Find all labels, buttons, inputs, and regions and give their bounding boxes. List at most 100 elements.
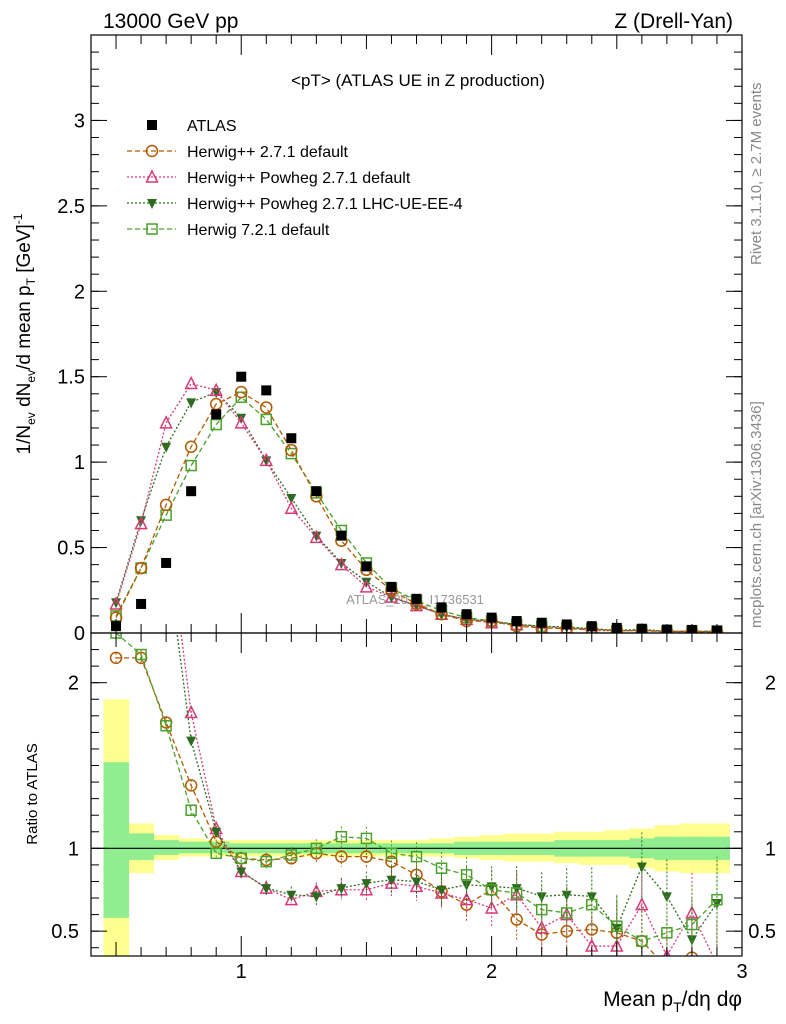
ratio-data-point — [261, 884, 272, 895]
ratio-data-point — [184, 779, 198, 792]
ratio-panel: 0.5 0.5 1 1 2 2 1 2 3 Ratio to ATLAS Mean pT/dη… — [24, 312, 776, 1015]
main-data-point — [361, 561, 372, 572]
ratio-data-point — [360, 850, 373, 863]
ratio-data-point — [711, 958, 722, 969]
main-data-point — [336, 530, 347, 541]
ratio-data-point — [485, 883, 498, 896]
ratio-data-point — [611, 923, 622, 934]
ratio-y-tick-label: 0.5 — [51, 921, 79, 943]
main-data-point — [261, 385, 272, 396]
y-tick-label: 2.5 — [57, 196, 85, 218]
x-tick-label: 3 — [736, 961, 747, 983]
main-title: <pT> (ATLAS UE in Z production) — [291, 71, 545, 90]
legend-marker — [145, 169, 159, 183]
main-data-point — [284, 500, 299, 515]
main-data-point — [285, 443, 298, 457]
ratio-data-point — [661, 927, 673, 939]
ratio-data-point — [484, 900, 499, 914]
main-data-point — [236, 413, 247, 424]
legend-label: ATLAS — [187, 118, 237, 135]
stat-band — [178, 841, 205, 854]
ratio-data-point — [510, 887, 523, 899]
ratio-data-point — [336, 884, 347, 895]
ratio-series-line — [116, 657, 657, 956]
y-tick-label: 2 — [74, 281, 85, 303]
main-series-line — [115, 391, 717, 633]
main-data-point — [136, 516, 147, 527]
main-data-point — [211, 409, 222, 420]
ratio-data-point — [460, 869, 473, 881]
main-data-point — [134, 561, 148, 575]
ratio-data-point — [560, 907, 573, 919]
main-data-point — [161, 557, 172, 568]
ratio-data-point — [285, 849, 298, 861]
ratio-y-tick-label-right: 0.5 — [748, 921, 776, 943]
main-data-point — [361, 577, 372, 588]
ratio-frame — [90, 632, 743, 957]
ratio-data-point — [360, 832, 373, 845]
main-data-point — [386, 581, 397, 592]
ratio-data-point — [436, 885, 447, 896]
main-data-point — [234, 415, 248, 429]
stat-band — [103, 762, 130, 918]
main-data-point — [260, 413, 273, 426]
legend: ATLAS Herwig++ 2.7.1 default Herwig++ Powh… — [127, 118, 463, 239]
legend-marker — [146, 223, 158, 235]
ratio-data-point — [111, 312, 122, 323]
main-data-point — [234, 385, 248, 399]
y-tick-label: 0 — [74, 623, 85, 645]
main-data-point — [359, 579, 374, 593]
ratio-y-tick-label: 2 — [68, 673, 79, 695]
main-data-point — [286, 433, 297, 444]
ratio-series-2 — [161, 546, 722, 956]
main-data-point — [186, 398, 197, 409]
ratio-data-point — [235, 852, 247, 865]
y-tick-label: 1.5 — [57, 367, 85, 389]
y-tick-label: 1 — [74, 452, 85, 474]
ratio-data-point — [586, 898, 598, 911]
ratio-data-point — [686, 918, 698, 931]
legend-entry-0: ATLAS — [147, 118, 237, 135]
ratio-data-point — [335, 850, 348, 863]
ratio-y-tick-label-right: 2 — [765, 673, 776, 695]
main-data-point — [384, 589, 399, 603]
main-data-point — [260, 401, 273, 414]
ratio-data-point — [335, 830, 348, 843]
ratio-data-point — [161, 546, 171, 556]
main-data-point — [411, 593, 422, 604]
ratio-data-point — [611, 920, 623, 932]
ratio-data-point — [536, 892, 547, 903]
ratio-data-point — [636, 935, 648, 947]
legend-label: Herwig++ Powheg 2.7.1 LHC-UE-EE-4 — [187, 196, 463, 213]
main-data-point — [184, 440, 198, 454]
legend-entry-4: Herwig 7.2.1 default — [127, 222, 330, 239]
ratio-data-point — [711, 959, 722, 970]
main-data-point — [161, 442, 172, 453]
ratio-data-point — [636, 862, 647, 873]
stat-band — [153, 840, 180, 855]
main-data-point — [185, 459, 197, 472]
main-series-1 — [109, 385, 724, 633]
ratio-data-point — [459, 892, 474, 906]
ratio-data-point — [711, 893, 723, 906]
main-data-point — [186, 486, 197, 497]
main-data-point — [536, 617, 547, 628]
legend-label: Herwig 7.2.1 default — [187, 222, 330, 239]
ratio-series-1 — [111, 312, 722, 969]
ratio-series-line — [115, 633, 718, 942]
main-series-0 — [111, 371, 722, 633]
main-data-point — [136, 598, 147, 609]
main-data-point — [134, 515, 148, 530]
ratio-data-point — [260, 855, 273, 868]
ratio-data-point — [185, 804, 197, 816]
main-data-point — [334, 556, 349, 571]
ratio-data-point — [686, 935, 697, 946]
main-data-point — [311, 486, 322, 497]
main-data-point — [236, 371, 247, 382]
ratio-data-point — [210, 847, 222, 860]
ratio-data-point — [236, 867, 247, 878]
ratio-data-point — [410, 850, 423, 863]
legend-marker — [147, 120, 157, 130]
main-data-point — [210, 418, 222, 431]
legend-entry-2: Herwig++ Powheg 2.7.1 default — [127, 169, 411, 187]
